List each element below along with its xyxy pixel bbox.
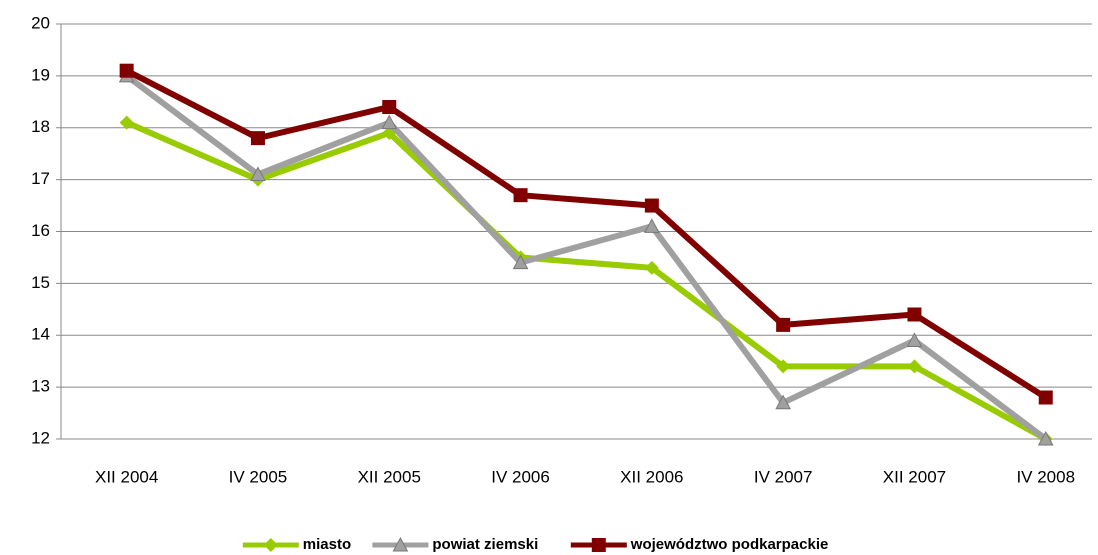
x-tick-label: XII 2005 <box>358 467 421 486</box>
data-point <box>1038 390 1053 405</box>
y-tick-label: 15 <box>31 273 50 292</box>
data-point <box>644 198 659 213</box>
x-tick-label: IV 2005 <box>229 467 288 486</box>
legend-label: powiat ziemski <box>432 536 538 553</box>
data-point <box>776 317 791 332</box>
y-tick-label: 12 <box>31 428 50 447</box>
legend-label: miasto <box>303 536 351 553</box>
data-point <box>1037 430 1054 446</box>
x-tick-label: IV 2006 <box>491 467 550 486</box>
data-point <box>119 115 134 130</box>
data-point <box>382 100 397 114</box>
data-point <box>775 394 791 410</box>
y-tick-label: 19 <box>31 65 50 84</box>
x-tick-label: XII 2006 <box>620 467 683 486</box>
data-point <box>907 307 922 322</box>
data-point <box>907 359 922 374</box>
y-tick-label: 20 <box>31 13 50 32</box>
series-line <box>124 73 1048 442</box>
data-point <box>644 260 659 275</box>
data-point <box>250 166 266 181</box>
marker <box>392 536 409 552</box>
series-line <box>125 68 1048 401</box>
data-point <box>381 114 398 130</box>
series-line <box>125 119 1048 442</box>
y-tick-label: 18 <box>31 117 50 136</box>
marker <box>263 538 278 552</box>
y-tick-label: 13 <box>31 377 50 396</box>
legend-label: województwo podkarpackie <box>630 536 829 553</box>
data-point <box>513 188 528 203</box>
data-point <box>512 254 529 270</box>
data-point <box>644 218 660 233</box>
x-tick-label: XII 2007 <box>883 467 946 486</box>
data-point <box>119 63 134 78</box>
x-tick-label: IV 2007 <box>754 467 813 486</box>
x-tick-label: IV 2008 <box>1016 467 1075 486</box>
marker <box>591 538 606 552</box>
data-point <box>906 332 923 347</box>
data-point <box>250 131 265 146</box>
data-point <box>776 359 791 374</box>
legend: miasto powiat ziemski województwo podkarpa… <box>242 536 829 553</box>
y-tick-label: 16 <box>31 221 50 240</box>
x-tick-label: XII 2004 <box>95 467 158 486</box>
y-tick-label: 14 <box>31 325 50 344</box>
y-tick-label: 17 <box>31 169 50 188</box>
